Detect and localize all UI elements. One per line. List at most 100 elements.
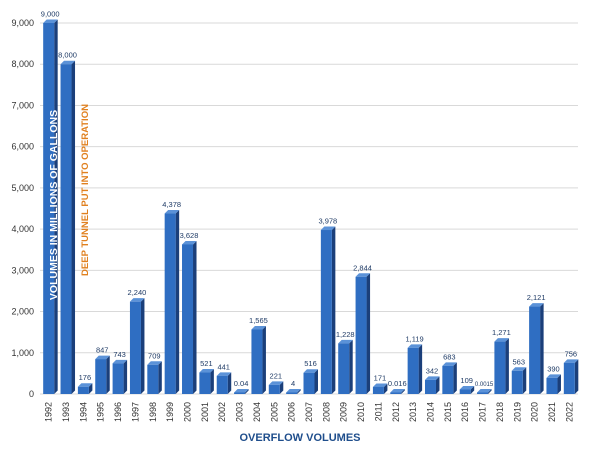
data-label: 516 <box>304 359 317 368</box>
bar-side <box>71 60 76 394</box>
bar-side <box>349 339 353 394</box>
bar-side <box>175 210 180 394</box>
bar-top <box>234 389 249 393</box>
bar-top <box>268 381 284 385</box>
bar-2005 <box>268 381 284 394</box>
bar-2003 <box>234 389 249 394</box>
bar-side <box>488 389 492 394</box>
y-tick-label: 2,000 <box>11 307 34 317</box>
bar-top <box>182 240 197 245</box>
x-tick-label: 1993 <box>61 402 71 422</box>
bar-side <box>123 359 128 394</box>
y-tick-label: 8,000 <box>11 59 34 69</box>
x-tick-label: 2018 <box>495 402 505 422</box>
x-tick-label: 2002 <box>217 402 227 422</box>
x-axis-title: OVERFLOW VOLUMES <box>240 432 361 444</box>
x-tick-label: 2017 <box>478 402 488 422</box>
bar-side <box>574 359 579 394</box>
data-label: 1,565 <box>249 316 268 325</box>
x-tick-label: 2004 <box>252 402 262 422</box>
bar-top <box>286 389 301 393</box>
x-tick-label: 1999 <box>165 402 175 422</box>
bar-side <box>453 362 457 394</box>
bar-1995 <box>95 355 110 394</box>
x-tick-label: 2022 <box>564 402 574 422</box>
bar-2000 <box>182 240 197 394</box>
data-label: 1,271 <box>492 328 511 337</box>
data-label: 4 <box>291 379 295 388</box>
data-label: 1,228 <box>336 330 355 339</box>
data-label: 8,000 <box>58 51 77 60</box>
bar-side <box>314 369 318 394</box>
data-label: 390 <box>547 364 560 373</box>
x-tick-label: 1995 <box>96 402 106 422</box>
bar-front <box>424 379 436 394</box>
x-tick-label: 2010 <box>356 402 366 422</box>
bar-side <box>106 355 110 394</box>
bar-1993 <box>60 60 76 394</box>
bar-top <box>390 389 405 393</box>
data-label: 1,119 <box>406 334 424 343</box>
bar-side <box>435 376 440 394</box>
bar-side <box>88 383 93 394</box>
data-label: 0.016 <box>388 379 407 388</box>
bar-side <box>262 325 266 394</box>
data-label: 0.04 <box>234 379 249 388</box>
data-label: 176 <box>79 373 92 382</box>
x-tick-label: 1992 <box>44 402 54 422</box>
x-tick-label: 2016 <box>460 402 470 422</box>
bar-front <box>182 244 194 394</box>
bar-front <box>511 370 523 394</box>
bar-top <box>147 361 162 365</box>
data-label: 709 <box>148 351 161 360</box>
bar-top <box>494 338 509 342</box>
bar-front <box>95 359 107 394</box>
bar-top <box>459 386 475 390</box>
bar-2001 <box>199 369 214 394</box>
bar-side <box>418 344 423 394</box>
x-tick-label: 2009 <box>339 402 349 422</box>
bar-1996 <box>112 359 128 394</box>
bar-side <box>140 298 145 394</box>
bar-1997 <box>129 298 145 394</box>
data-label: 2,844 <box>353 263 372 272</box>
x-tick-label: 2007 <box>304 402 314 422</box>
x-tick-label: 2020 <box>530 402 540 422</box>
bar-1994 <box>77 383 93 394</box>
bar-top <box>251 325 266 330</box>
x-tick-label: 2000 <box>183 402 193 422</box>
bar-front <box>390 392 402 394</box>
bar-front <box>442 365 454 394</box>
bar-2015 <box>442 362 457 394</box>
y-tick-label: 6,000 <box>11 142 34 152</box>
bar-side <box>297 389 301 394</box>
x-tick-label: 2005 <box>269 402 279 422</box>
bar-side <box>401 389 405 394</box>
bar-top <box>407 344 423 348</box>
bar-front <box>164 213 176 394</box>
data-label: 441 <box>217 362 230 371</box>
bar-2016 <box>459 386 475 394</box>
bar-side <box>366 273 371 394</box>
bar-top <box>303 369 318 373</box>
bar-front <box>494 341 506 394</box>
bar-front <box>112 363 124 394</box>
bar-side <box>279 381 284 394</box>
y-axis-ticks: 0 1,000 2,000 3,000 4,000 5,000 6,000 7,000 8,00… <box>11 18 34 399</box>
bar-front <box>407 347 419 394</box>
bar-2017 <box>477 389 492 394</box>
bar-front <box>216 375 228 394</box>
x-tick-label: 2008 <box>321 402 331 422</box>
data-label: 3,628 <box>180 231 199 240</box>
x-tick-label: 2019 <box>512 402 522 422</box>
bar-top <box>529 303 544 307</box>
bar-top <box>372 383 388 387</box>
x-tick-label: 2011 <box>373 402 383 421</box>
data-label: 563 <box>513 357 526 366</box>
bar-side <box>210 369 214 394</box>
data-label: 342 <box>426 366 439 375</box>
bar-top <box>112 359 128 364</box>
x-tick-label: 2021 <box>547 402 557 422</box>
data-label: 743 <box>113 350 126 359</box>
